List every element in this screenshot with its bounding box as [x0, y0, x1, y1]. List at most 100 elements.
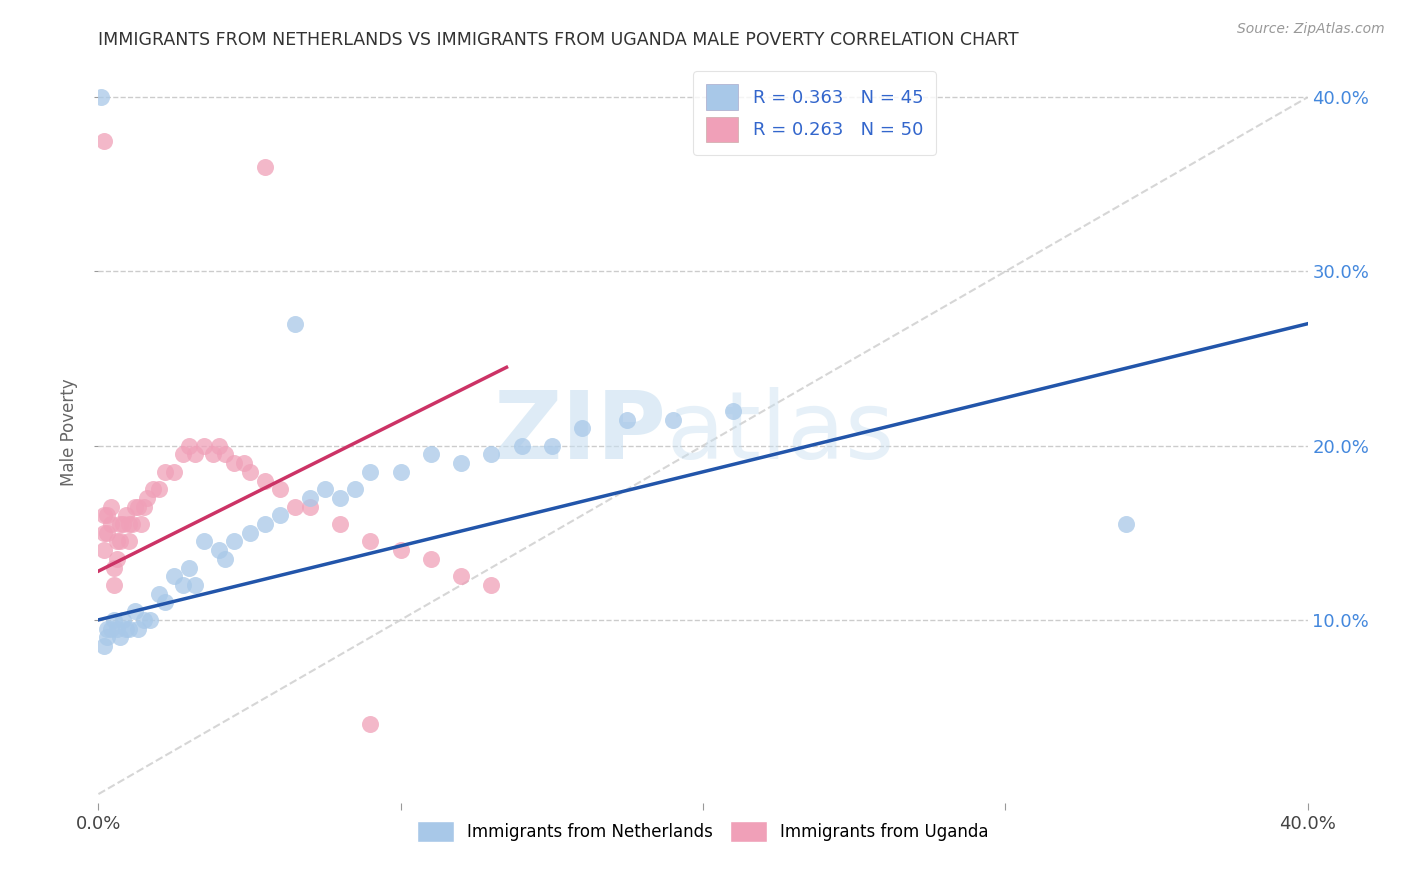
Point [723, 404, 745, 418]
Point [139, 613, 162, 627]
Point [420, 447, 443, 461]
Legend: Immigrants from Netherlands, Immigrants from Uganda: Immigrants from Netherlands, Immigrants … [409, 813, 997, 850]
Point [239, 525, 262, 540]
Point [481, 447, 503, 461]
Point [450, 569, 472, 583]
Point [344, 482, 367, 496]
Point [202, 447, 225, 461]
Point [179, 439, 201, 453]
Point [148, 482, 170, 496]
Point [132, 500, 155, 514]
Text: Source: ZipAtlas.com: Source: ZipAtlas.com [1237, 22, 1385, 37]
Point [148, 587, 170, 601]
Text: atlas: atlas [666, 386, 896, 479]
Point [193, 534, 215, 549]
Point [103, 560, 125, 574]
Point [661, 412, 683, 426]
Text: ZIP: ZIP [494, 386, 666, 479]
Point [127, 500, 149, 514]
Point [108, 630, 131, 644]
Point [90, 90, 112, 104]
Point [100, 517, 122, 532]
Point [208, 439, 231, 453]
Point [193, 439, 215, 453]
Point [284, 317, 307, 331]
Point [450, 456, 472, 470]
Point [103, 578, 125, 592]
Point [108, 517, 131, 532]
Point [269, 508, 291, 523]
Point [153, 595, 176, 609]
Y-axis label: Male Poverty: Male Poverty [60, 379, 79, 486]
Point [96, 525, 118, 540]
Point [616, 412, 638, 426]
Point [96, 630, 118, 644]
Point [132, 613, 155, 627]
Point [163, 569, 186, 583]
Point [103, 613, 125, 627]
Point [329, 517, 352, 532]
Point [360, 717, 382, 731]
Point [269, 482, 291, 496]
Point [108, 534, 131, 549]
Point [284, 500, 307, 514]
Point [114, 508, 136, 523]
Point [129, 517, 152, 532]
Point [1115, 517, 1137, 532]
Point [239, 465, 262, 479]
Point [360, 534, 382, 549]
Point [142, 482, 165, 496]
Point [232, 456, 254, 470]
Point [184, 578, 207, 592]
Point [127, 622, 149, 636]
Point [360, 465, 382, 479]
Point [105, 534, 128, 549]
Point [420, 552, 443, 566]
Point [510, 439, 533, 453]
Point [118, 622, 141, 636]
Point [224, 534, 246, 549]
Point [253, 517, 276, 532]
Point [179, 560, 201, 574]
Point [214, 552, 236, 566]
Point [124, 500, 146, 514]
Point [96, 622, 118, 636]
Point [124, 604, 146, 618]
Point [299, 500, 322, 514]
Point [214, 447, 236, 461]
Point [299, 491, 322, 505]
Point [93, 508, 115, 523]
Point [253, 474, 276, 488]
Point [172, 447, 194, 461]
Point [121, 517, 143, 532]
Point [540, 439, 562, 453]
Point [93, 134, 115, 148]
Point [93, 543, 115, 558]
Point [329, 491, 352, 505]
Text: IMMIGRANTS FROM NETHERLANDS VS IMMIGRANTS FROM UGANDA MALE POVERTY CORRELATION C: IMMIGRANTS FROM NETHERLANDS VS IMMIGRANT… [98, 31, 1019, 49]
Point [96, 508, 118, 523]
Point [114, 622, 136, 636]
Point [118, 517, 141, 532]
Point [100, 500, 122, 514]
Point [481, 578, 503, 592]
Point [100, 622, 122, 636]
Point [208, 543, 231, 558]
Point [105, 552, 128, 566]
Point [153, 465, 176, 479]
Point [224, 456, 246, 470]
Point [571, 421, 593, 435]
Point [111, 613, 134, 627]
Point [93, 639, 115, 653]
Point [135, 491, 157, 505]
Point [389, 543, 412, 558]
Point [389, 465, 412, 479]
Point [105, 622, 128, 636]
Point [172, 578, 194, 592]
Point [111, 517, 134, 532]
Point [314, 482, 336, 496]
Point [118, 534, 141, 549]
Point [253, 160, 276, 174]
Point [163, 465, 186, 479]
Point [93, 525, 115, 540]
